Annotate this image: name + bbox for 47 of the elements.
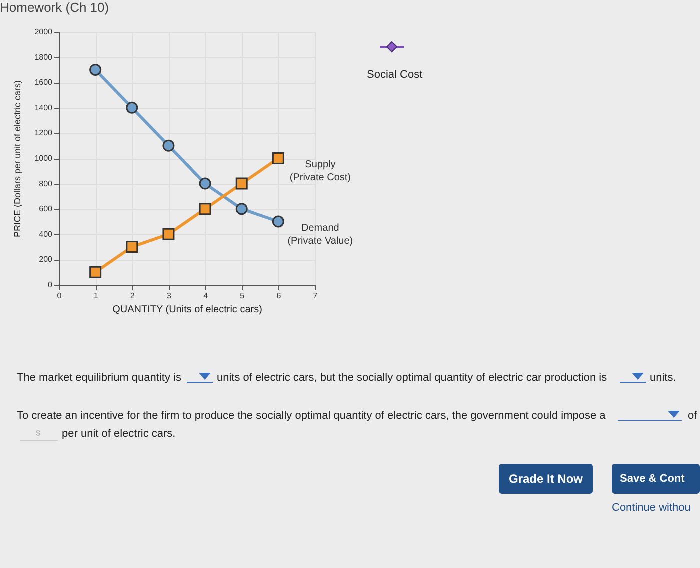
text: The market equilibrium quantity is — [17, 372, 182, 384]
y-tick-label: 600 — [39, 204, 54, 214]
point — [126, 102, 138, 114]
point — [90, 64, 102, 76]
point — [199, 178, 212, 190]
series-label: Demand (Private Value) — [288, 222, 354, 247]
x-tick-label: 5 — [240, 292, 246, 300]
point — [90, 266, 102, 278]
x-tick-label: 2 — [130, 292, 136, 300]
text: of — [688, 410, 698, 422]
text: Save & Cont — [612, 464, 700, 494]
point — [236, 203, 248, 216]
x-tick-label: 1 — [94, 292, 99, 300]
point — [236, 178, 248, 190]
y-tick-label: 1600 — [34, 78, 54, 88]
y-tick-label: 200 — [39, 255, 54, 264]
point — [272, 152, 284, 164]
text: Grade It Now — [499, 464, 593, 494]
y-tick-label: 2000 — [34, 28, 54, 36]
y-tick-label: 1800 — [34, 52, 54, 62]
y-tick-label: 800 — [39, 179, 54, 188]
text: Social Cost — [367, 69, 423, 81]
text: units. — [650, 372, 676, 384]
text: To create an incentive for the firm to produce the socially optimal quantity of electric cars, the government could impose a — [17, 410, 606, 422]
x-tick-label: 0 — [57, 292, 62, 300]
point — [162, 228, 175, 240]
x-tick-label: 4 — [204, 292, 209, 300]
y-axis-title: PRICE (Dollars per unit of electric cars) — [12, 80, 23, 238]
y-tick-label: 0 — [48, 280, 54, 290]
text: $ — [36, 429, 40, 438]
series-label: Supply (Private Cost) — [290, 160, 351, 184]
y-tick-label: 1000 — [34, 154, 54, 163]
point — [199, 203, 212, 216]
y-tick-label: 1200 — [34, 128, 54, 138]
x-tick-label: 3 — [166, 292, 172, 300]
chart-title: Homework (Ch 10) — [0, 0, 110, 15]
point — [272, 216, 284, 228]
text: Continue withou — [612, 502, 691, 514]
y-tick-label: 1400 — [34, 103, 54, 112]
x-tick-label: 7 — [313, 292, 318, 300]
text: per unit of electric cars. — [62, 428, 176, 440]
x-axis-title: QUANTITY (Units of electric cars) — [112, 304, 262, 316]
point — [162, 140, 175, 152]
y-tick-label: 400 — [39, 230, 54, 239]
point — [126, 241, 138, 254]
x-tick-label: 6 — [276, 292, 282, 300]
text: units of electric cars, but the socially optimal quantity of electric car production is — [217, 372, 608, 384]
